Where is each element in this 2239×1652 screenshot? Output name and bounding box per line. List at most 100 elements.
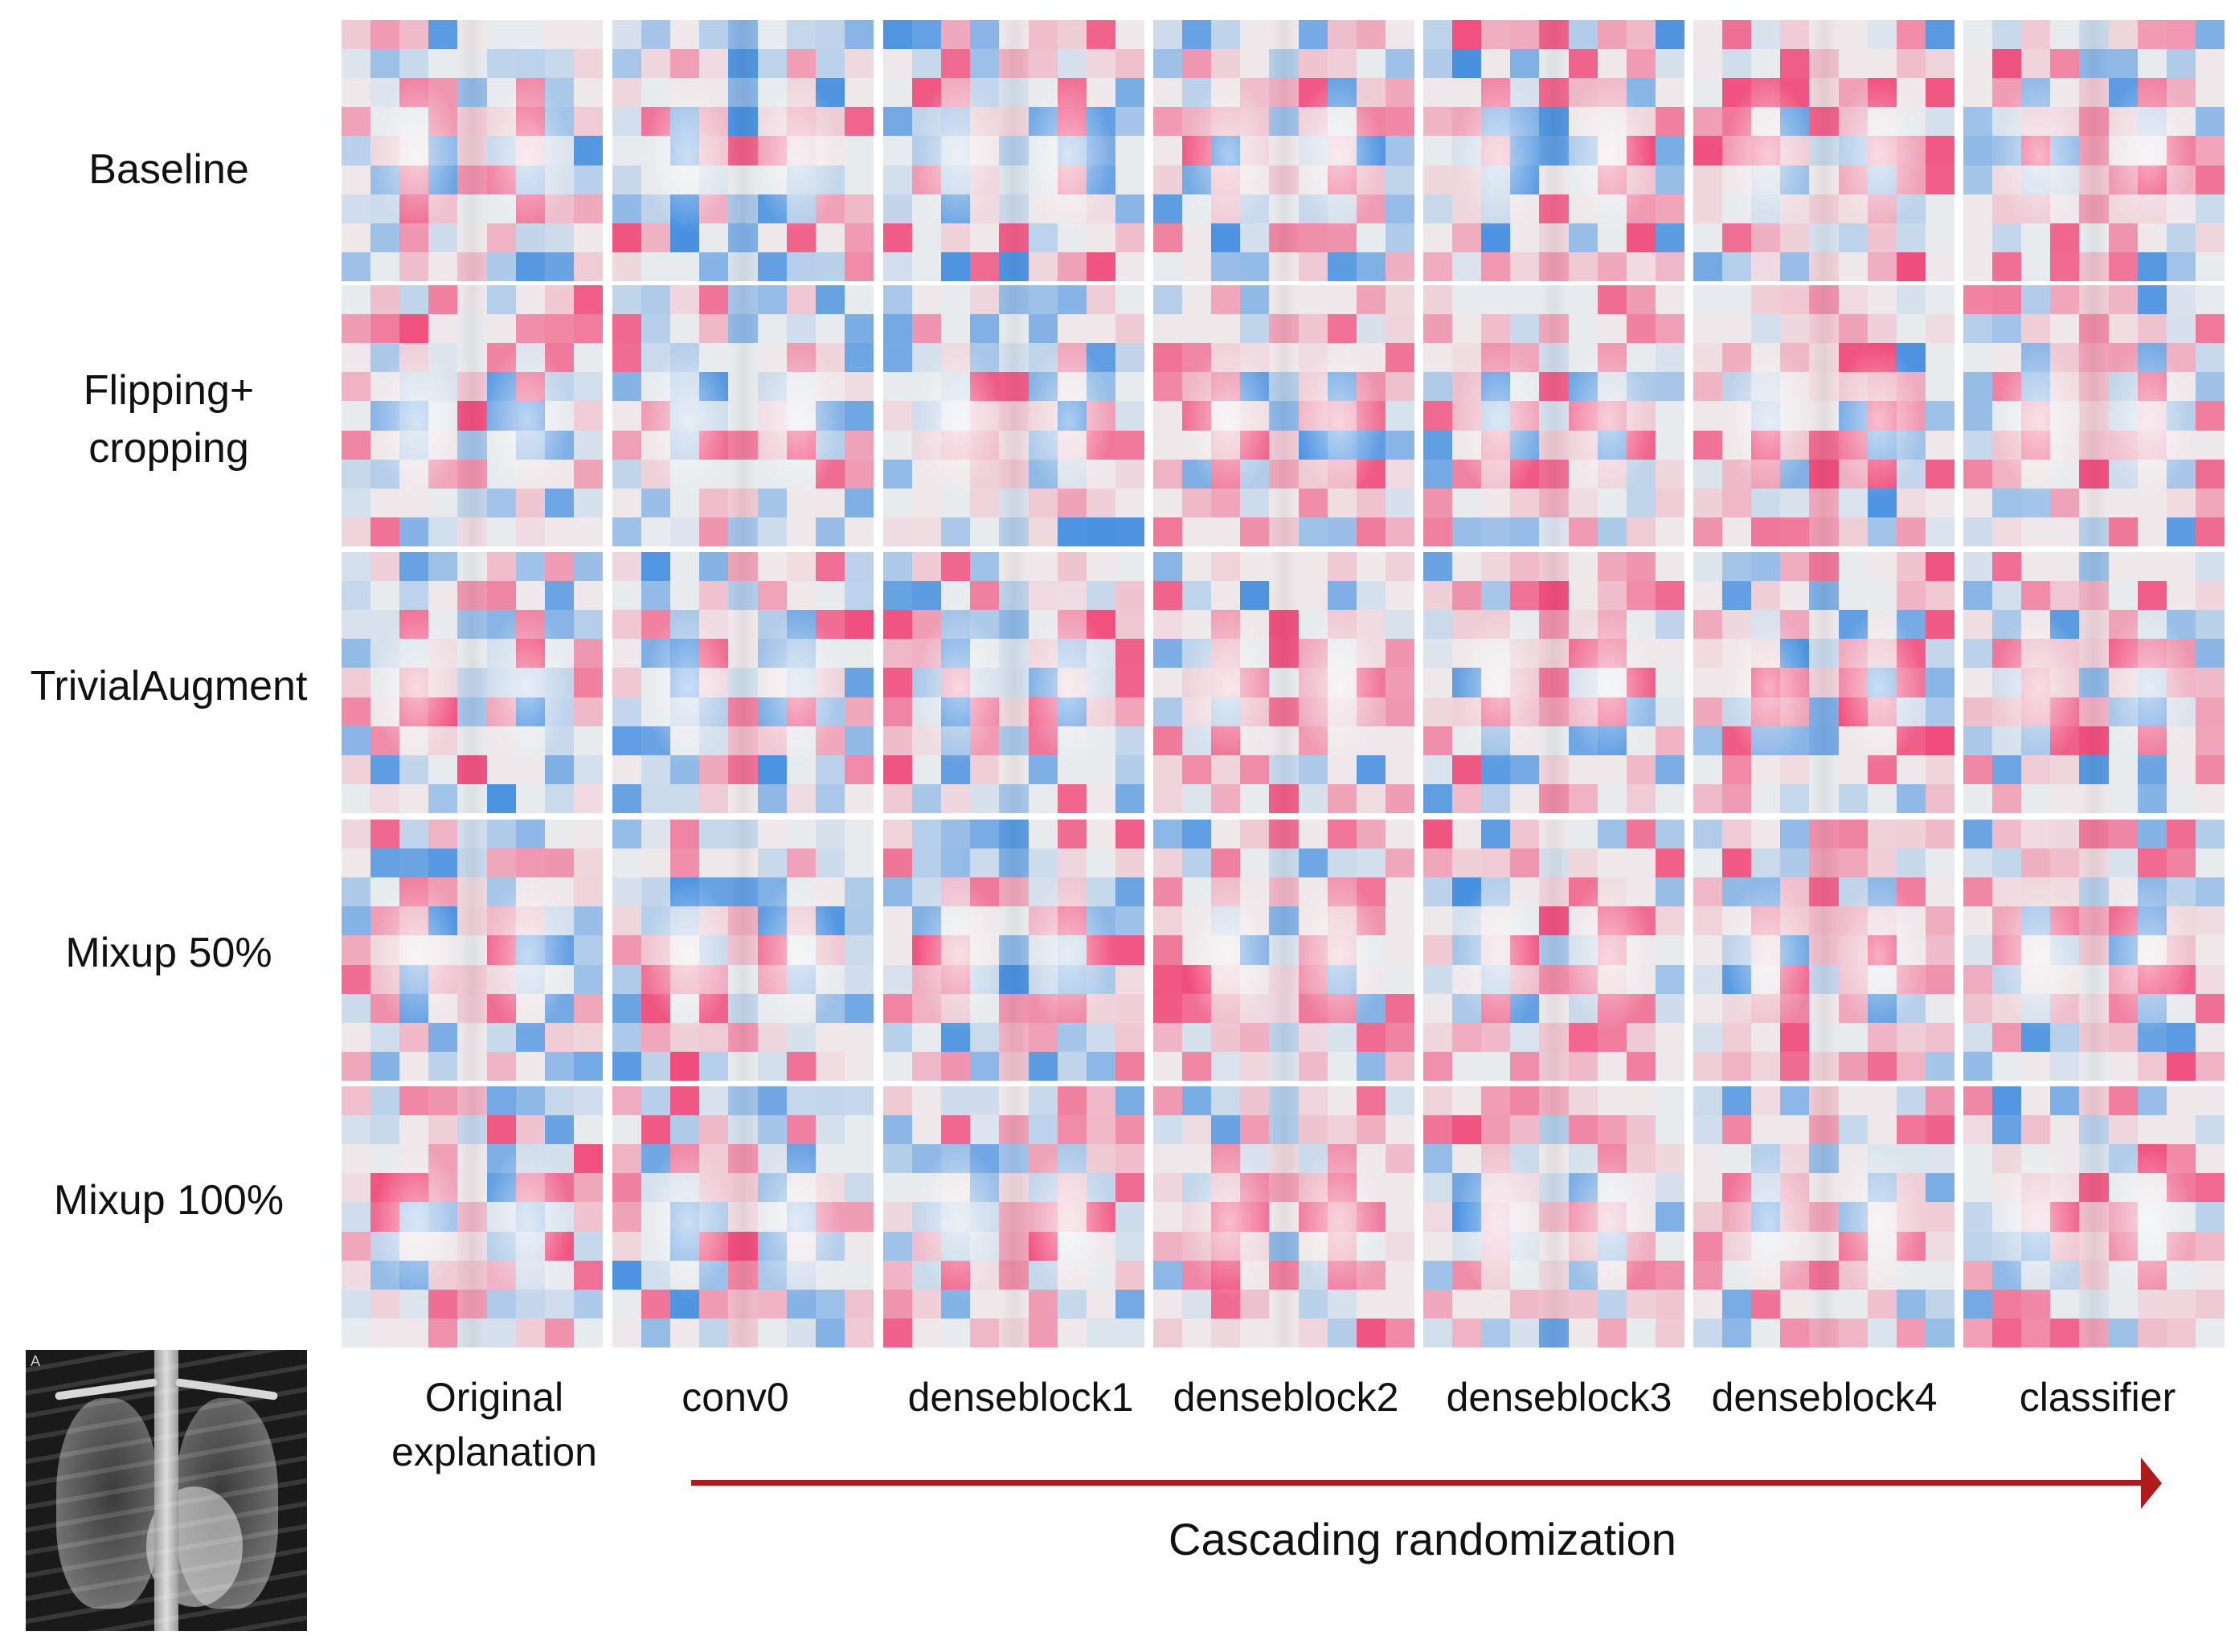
heatmap-patch <box>516 1052 545 1081</box>
heatmap-patch <box>370 343 400 373</box>
heatmap-patch <box>573 251 603 281</box>
heatmap-patch <box>2167 1261 2196 1290</box>
heatmap-patch <box>844 1173 874 1203</box>
heatmap-patch <box>2166 488 2196 517</box>
heatmap-patch <box>941 165 971 194</box>
heatmap-patch <box>1423 372 1453 402</box>
heatmap-patch <box>2021 20 2051 50</box>
heatmap-patch <box>1693 517 1723 546</box>
heatmap-patch <box>515 194 545 223</box>
heatmap-patch <box>2195 223 2225 252</box>
heatmap-patch <box>1896 581 1926 611</box>
heatmap-patch <box>1839 1023 1868 1052</box>
heatmap-patch <box>370 1289 400 1319</box>
heatmap-patch <box>844 754 874 784</box>
heatmap-patch <box>1693 251 1723 281</box>
heatmap-patch <box>1115 783 1144 813</box>
heatmap-patch <box>699 401 729 431</box>
heatmap-patch <box>1115 49 1144 79</box>
heatmap-patch <box>1809 581 1839 611</box>
heatmap-patch <box>1896 848 1926 878</box>
heatmap-patch <box>2050 906 2080 936</box>
heatmap-patch <box>370 877 399 906</box>
heatmap-patch <box>1809 1144 1839 1174</box>
heatmap-patch <box>699 1260 729 1290</box>
heatmap-patch <box>1693 935 1722 964</box>
heatmap-patch <box>728 1144 758 1174</box>
heatmap-patch <box>970 401 1000 431</box>
heatmap-patch <box>1211 848 1241 878</box>
heatmap-patch <box>670 668 700 697</box>
heatmap-patch <box>1182 488 1212 517</box>
heatmap-patch <box>1153 136 1182 165</box>
heatmap-patch <box>845 848 874 877</box>
heatmap-patch <box>1298 964 1328 994</box>
heatmap-patch <box>1153 610 1183 640</box>
heatmap-patch <box>1028 1173 1058 1203</box>
heatmap-patch <box>970 78 1000 108</box>
heatmap-patch <box>1452 1022 1482 1052</box>
heatmap-patch <box>2079 820 2109 849</box>
heatmap-patch <box>2166 49 2196 79</box>
heatmap-patch <box>545 1261 574 1290</box>
heatmap-patch <box>670 460 699 489</box>
heatmap-patch <box>1656 517 1684 546</box>
heatmap-patch <box>2108 964 2138 994</box>
heatmap-patch <box>370 935 400 965</box>
heatmap-patch <box>1809 726 1839 755</box>
heatmap-patch <box>1357 223 1386 252</box>
heatmap-patch <box>883 906 912 935</box>
heatmap-patch <box>2109 1173 2138 1202</box>
heatmap-patch <box>1269 610 1299 640</box>
heatmap-patch <box>1626 552 1656 582</box>
heatmap-patch <box>1057 639 1087 669</box>
heatmap-patch <box>1780 1318 1810 1347</box>
heatmap-patch <box>1356 1202 1386 1232</box>
heatmap-patch <box>1568 1231 1598 1261</box>
heatmap-patch <box>2195 314 2225 344</box>
heatmap-patch <box>1992 401 2021 430</box>
heatmap-patch <box>757 581 787 611</box>
heatmap-patch <box>1627 877 1656 906</box>
heatmap-patch <box>1510 372 1539 401</box>
heatmap-patch <box>1598 194 1627 223</box>
heatmap-patch <box>1481 459 1511 489</box>
heatmap-patch <box>1240 488 1270 517</box>
heatmap-patch <box>573 639 603 669</box>
heatmap-patch <box>1751 965 1780 994</box>
heatmap-patch <box>2138 935 2167 964</box>
heatmap-patch <box>1809 668 1839 697</box>
heatmap-patch <box>1925 783 1955 813</box>
heatmap-patch <box>1992 49 2022 79</box>
heatmap-patch <box>515 251 545 281</box>
heatmap-patch <box>815 783 845 813</box>
heatmap-patch <box>2166 639 2196 669</box>
heatmap-patch <box>1087 1290 1115 1319</box>
heatmap-patch <box>1539 430 1569 460</box>
heatmap-patch <box>1992 993 2022 1023</box>
heatmap-patch <box>1087 223 1115 252</box>
heatmap-patch <box>1029 136 1058 165</box>
heatmap-patch <box>1240 697 1270 726</box>
heatmap-patch <box>428 639 458 669</box>
heatmap-patch <box>1867 314 1897 344</box>
heatmap-patch <box>699 1051 729 1081</box>
heatmap-patch <box>758 223 787 252</box>
heatmap-patch <box>1115 459 1144 489</box>
heatmap-patch <box>1385 285 1414 315</box>
heatmap-patch <box>1655 20 1684 50</box>
heatmap-patch <box>2021 1115 2051 1145</box>
heatmap-patch <box>786 668 816 697</box>
heatmap-patch <box>399 343 429 373</box>
heatmap-patch <box>1510 459 1540 489</box>
heatmap-patch <box>970 136 999 165</box>
heatmap-patch <box>544 285 574 315</box>
heatmap-patch <box>1539 78 1569 108</box>
heatmap-patch <box>1423 459 1453 489</box>
heatmap-patch <box>2137 639 2167 669</box>
heatmap-patch <box>1452 581 1482 611</box>
heatmap-patch <box>1780 430 1810 460</box>
heatmap-patch <box>1963 517 1993 546</box>
heatmap-patch <box>1780 877 1810 907</box>
heatmap-patch <box>1510 877 1539 906</box>
